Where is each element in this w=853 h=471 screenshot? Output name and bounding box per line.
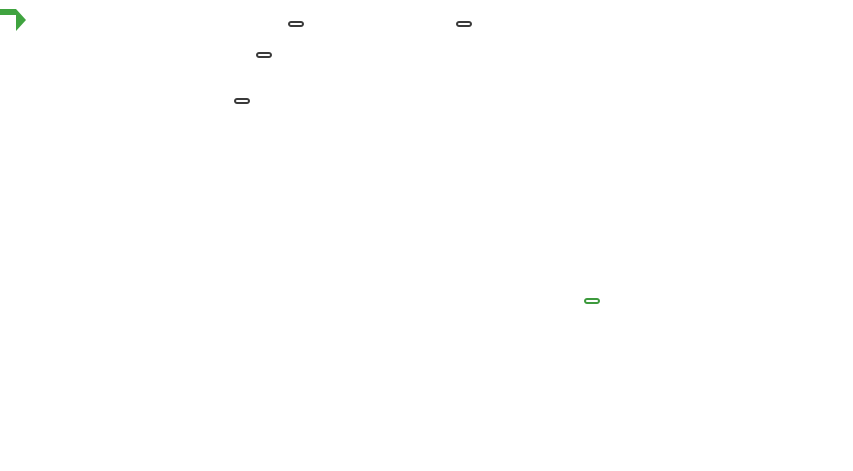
gap-break-trendline-callout	[234, 98, 250, 104]
direction-flag-label	[0, 9, 26, 31]
gap-size-callout	[288, 21, 304, 27]
gap-fill-note-callout	[456, 21, 472, 27]
date-callout	[256, 52, 272, 58]
breakout-gap-callout	[584, 298, 600, 304]
